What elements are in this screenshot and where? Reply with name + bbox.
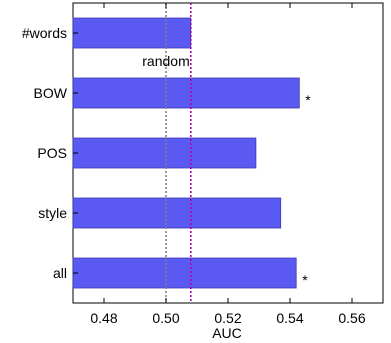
y-tick-label: style xyxy=(38,205,67,221)
bar-style xyxy=(72,197,282,229)
significance-marker: * xyxy=(305,92,311,108)
bar-pos xyxy=(72,137,257,169)
reference-label-random: random xyxy=(142,53,189,69)
x-tick-label: 0.54 xyxy=(276,310,303,326)
y-tick-label: BOW xyxy=(34,85,68,101)
x-tick-label: 0.48 xyxy=(90,310,117,326)
y-tick-label: POS xyxy=(37,145,67,161)
x-tick-label: 0.56 xyxy=(338,310,365,326)
bar-words xyxy=(72,17,192,49)
plot-area: #words BOW * POS style all * random 0.48 0.50 0.52… xyxy=(22,2,384,326)
x-tick-label: 0.50 xyxy=(152,310,179,326)
y-tick-label: #words xyxy=(22,25,67,41)
x-tick-label: 0.52 xyxy=(214,310,241,326)
x-axis-label: AUC xyxy=(212,325,242,341)
bar-all xyxy=(72,257,297,289)
significance-marker: * xyxy=(302,272,308,288)
bar-bow xyxy=(72,77,300,109)
y-tick-label: all xyxy=(53,265,67,281)
